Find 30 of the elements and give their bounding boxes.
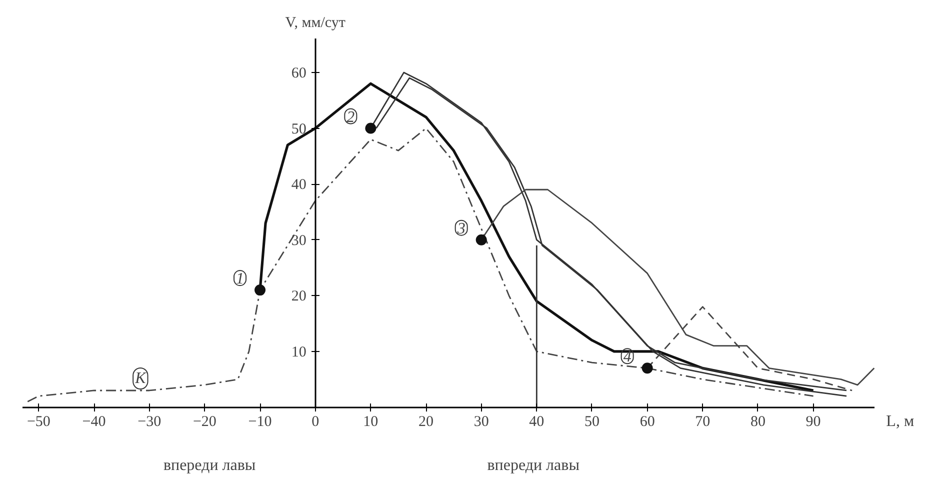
x-tick-label: 0 <box>312 414 320 430</box>
annotation: 4 <box>623 348 632 366</box>
y-tick-label: 30 <box>291 232 306 249</box>
y-tick-label: 20 <box>291 288 306 305</box>
x-tick-label: 50 <box>584 414 600 430</box>
y-axis-title: V, мм/сут <box>285 14 346 31</box>
x-tick-label: −20 <box>192 414 216 430</box>
annotation: 1 <box>236 270 244 288</box>
y-tick-label: 40 <box>291 177 306 194</box>
x-tick-label: 40 <box>529 414 544 430</box>
y-tick-label: 60 <box>291 65 306 82</box>
x-tick-label: 90 <box>806 414 821 430</box>
y-tick-label: 50 <box>291 121 306 138</box>
annotation: 2 <box>346 108 355 126</box>
x-tick-label: −40 <box>82 414 106 430</box>
x-tick-label: −30 <box>138 414 162 430</box>
x-tick-label: 10 <box>363 414 378 430</box>
x-tick-label: 20 <box>418 414 434 430</box>
annotation: 3 <box>456 220 466 238</box>
annotation: K <box>134 370 148 387</box>
text: впереди лавы <box>163 457 256 474</box>
x-tick-label: 80 <box>750 414 766 430</box>
x-tick-label: 30 <box>474 414 489 430</box>
x-tick-label: −10 <box>248 414 272 430</box>
x-tick-label: 60 <box>640 414 655 430</box>
x-tick-label: 70 <box>695 414 710 430</box>
text: впереди лавы <box>487 457 580 474</box>
x-axis-title: L, м <box>886 413 914 430</box>
y-tick-label: 10 <box>291 344 306 360</box>
x-tick-label: −50 <box>26 414 50 430</box>
